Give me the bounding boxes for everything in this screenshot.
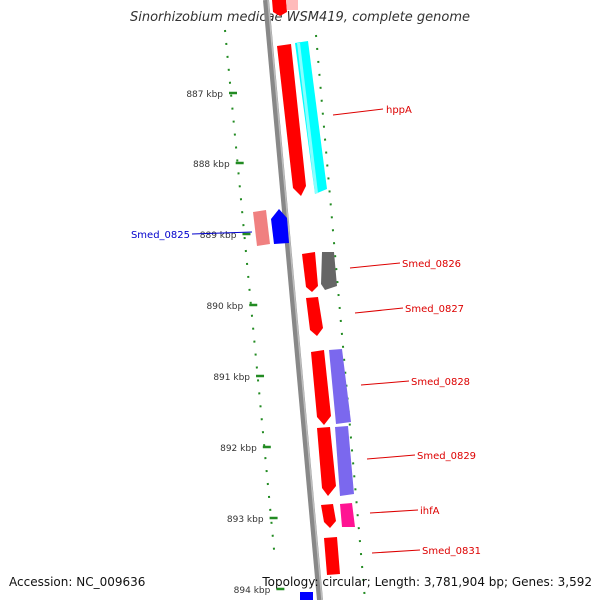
gene-label-Smed_0828: Smed_0828 bbox=[411, 377, 470, 388]
tick-label: 893 kbp bbox=[227, 515, 264, 525]
gene-label-leader bbox=[349, 262, 401, 269]
gene-label-leader bbox=[366, 454, 416, 460]
genome-backbone-highlight bbox=[267, 0, 323, 600]
tick-track-dotted bbox=[224, 29, 276, 561]
gene-product-Smed_0828 bbox=[329, 349, 351, 424]
gene-product-Smed_0829 bbox=[335, 426, 354, 496]
tick-label: 887 kbp bbox=[186, 90, 223, 100]
tick-label: 890 kbp bbox=[207, 302, 244, 312]
tick-label: 894 kbp bbox=[234, 586, 271, 596]
gene-arrow-Smed_0828 bbox=[311, 350, 331, 425]
genome-title: Sinorhizobium medicae WSM419, complete g… bbox=[129, 10, 471, 25]
gene-arrow-hppA bbox=[277, 44, 306, 196]
gene-product-hppA-shade bbox=[297, 43, 318, 194]
gene-label-leader bbox=[354, 307, 404, 314]
gene-label-Smed_0826: Smed_0826 bbox=[402, 259, 461, 270]
gene-label-leader bbox=[332, 108, 384, 116]
gene-arrow-bottom-partial bbox=[300, 592, 313, 600]
gene-label-Smed_0825: Smed_0825 bbox=[131, 230, 190, 241]
tick-label: 888 kbp bbox=[193, 160, 230, 170]
tick-label: 889 kbp bbox=[200, 231, 237, 241]
gene-label-leader bbox=[360, 380, 410, 386]
gene-label-leader bbox=[371, 549, 421, 554]
gene-arrow-ihfA bbox=[321, 504, 336, 528]
gene-label-leader bbox=[369, 509, 419, 514]
gene-label-ihfA: ihfA bbox=[420, 506, 440, 517]
gene-label-leader bbox=[191, 231, 253, 235]
gene-label-Smed_0829: Smed_0829 bbox=[417, 451, 476, 462]
gene-arrow-Smed_0829 bbox=[317, 427, 336, 496]
gene-product-Smed_0825 bbox=[253, 210, 270, 246]
accession-text: Accession: NC_009636 bbox=[9, 575, 146, 589]
gene-arrow-top-partial bbox=[272, 0, 287, 16]
gene-arrow-top-partial-light bbox=[286, 0, 298, 10]
gene-product-Smed_0826 bbox=[321, 252, 337, 290]
gene-arrow-Smed_0825 bbox=[271, 209, 289, 244]
gene-label-hppA: hppA bbox=[386, 105, 412, 116]
gene-product-ihfA bbox=[340, 503, 355, 527]
genome-summary-text: Topology: circular; Length: 3,781,904 bp… bbox=[262, 575, 592, 589]
genome-backbone bbox=[263, 0, 323, 600]
gene-arrow-Smed_0826 bbox=[302, 252, 318, 292]
gene-label-Smed_0831: Smed_0831 bbox=[422, 546, 481, 557]
tick-label: 892 kbp bbox=[220, 444, 257, 454]
gene-arrow-Smed_0827 bbox=[306, 297, 323, 336]
gene-arrow-Smed_0831 bbox=[324, 537, 340, 575]
gene-label-Smed_0827: Smed_0827 bbox=[405, 304, 464, 315]
tick-label: 891 kbp bbox=[213, 373, 250, 383]
